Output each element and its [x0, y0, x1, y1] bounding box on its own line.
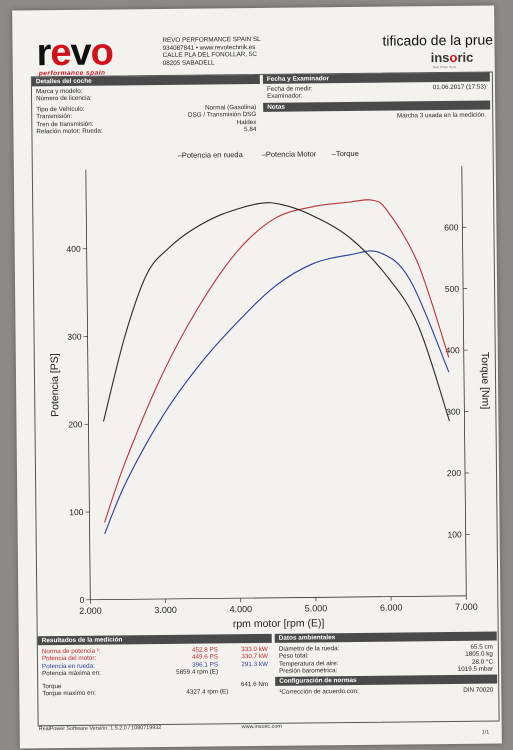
date-field-label: Examinador:	[267, 92, 303, 101]
date-panel: Fecha y Examinador Fecha de medir: 01.06.…	[262, 72, 491, 122]
result-values: 5859.4 rpm (E)	[148, 668, 268, 677]
x-tick-label: 2.000	[79, 606, 102, 616]
y-axis-right	[461, 165, 467, 596]
company-city: 08205 SABADELL	[162, 59, 215, 67]
series-line-potencia-motor	[104, 199, 450, 523]
date-field-value: 01.06.2017 (17:53)	[432, 83, 487, 92]
result-row: Potencia máxima en: 5859.4 rpm (E)	[38, 668, 272, 678]
ambient-field-label: Diámetro de la rueda:	[278, 645, 340, 653]
y-left-tick-label: 0	[80, 595, 85, 605]
results-panel: Resultados de la medición Norma de poten…	[37, 633, 273, 698]
chart-svg: 2.000 3.000 4.000 5.000 6.000 7.000 0 100 200 300…	[49, 149, 492, 630]
y-left-tick-label: 400	[66, 244, 81, 254]
y-right-tick-label: 300	[446, 407, 461, 417]
result-label: Potencia máxima en:	[42, 669, 101, 678]
x-tick-label: 6.000	[380, 602, 403, 612]
data-row: Examinador:	[263, 91, 490, 101]
y-right-tick-label: 200	[447, 468, 462, 478]
dyno-report-sheet: revo performance spain REVO PERFORMANCE …	[12, 5, 502, 749]
software-version: RealPower Software Versión: 1.5.2.0 / 10…	[38, 725, 162, 733]
legend-item: –Potencia en rueda	[178, 150, 244, 160]
y-right-tick-label: 100	[447, 529, 462, 539]
norms-title: Configuración de normas	[275, 674, 498, 686]
torque-value: 641.6 Nm	[240, 680, 269, 688]
notes-text: Marcha 3 usada en la medición.	[396, 111, 487, 120]
series-line-torque	[102, 202, 450, 422]
torque-max-label: Torque maximo en:	[42, 689, 96, 698]
car-field-label: Número de licencia:	[36, 95, 92, 103]
page-number: 1/1	[481, 729, 490, 736]
ambient-panel: Datos ambientales Diámetro de la rueda: 6…	[274, 631, 498, 696]
y-left-axis-title: Potencia [PS]	[49, 353, 62, 417]
website: www.insoric.com	[241, 723, 282, 731]
brand-tagline: Real Power Dyno	[432, 64, 457, 70]
x-tick-label: 5.000	[305, 603, 328, 613]
car-details-panel: Detalles del coche Marca y modelo: Número…	[31, 74, 261, 136]
ambient-field-value: 1019.5 mbar	[457, 665, 494, 674]
legend-item: –Potencia Motor	[262, 149, 317, 159]
result-ps: 5859.4 rpm (E)	[176, 668, 219, 677]
y-left-tick-label: 300	[67, 332, 82, 342]
y-right-axis-title: Torque [Nm]	[479, 352, 492, 409]
certificate-title: tificado de la prue	[382, 31, 494, 49]
y-left-tick-label: 100	[69, 507, 84, 517]
norms-value: DIN 70020	[463, 686, 494, 694]
x-tick-label: 4.000	[230, 604, 253, 614]
legend-item: –Torque	[332, 149, 359, 158]
y-left-tick-label: 200	[68, 419, 83, 429]
data-row: Número de licencia:	[32, 93, 260, 103]
insoric-logo: insoric	[430, 49, 474, 66]
norms-label: ¹Corrección de acuerdo con:	[279, 687, 359, 696]
result-kw	[218, 668, 268, 676]
x-axis-title: rpm motor [rpm (E)]	[233, 617, 325, 630]
x-tick-label: 7.000	[455, 602, 478, 612]
x-axis	[90, 595, 467, 601]
series-line-potencia-en-rueda	[104, 250, 450, 534]
y-right-tick-label: 600	[444, 222, 459, 232]
car-field-value: 5.84	[244, 125, 257, 134]
dyno-chart: 2.000 3.000 4.000 5.000 6.000 7.000 0 100 200 300…	[36, 144, 497, 639]
revo-logo: revo performance spain	[36, 31, 140, 78]
notes-title: Notas	[263, 100, 491, 112]
y-right-tick-label: 500	[445, 284, 460, 294]
car-field-label: Relación motor: Rueda:	[36, 127, 103, 136]
ambient-field-label: Presión barométrica:	[279, 667, 338, 675]
x-tick-label: 3.000	[154, 605, 177, 615]
y-right-tick-label: 400	[445, 345, 460, 355]
company-address: REVO PERFORMANCE SPAIN SL 934087841 • ww…	[162, 36, 261, 67]
torque-max-value: 4327.4 rpm (E)	[186, 688, 229, 696]
y-axis-left	[85, 169, 91, 600]
